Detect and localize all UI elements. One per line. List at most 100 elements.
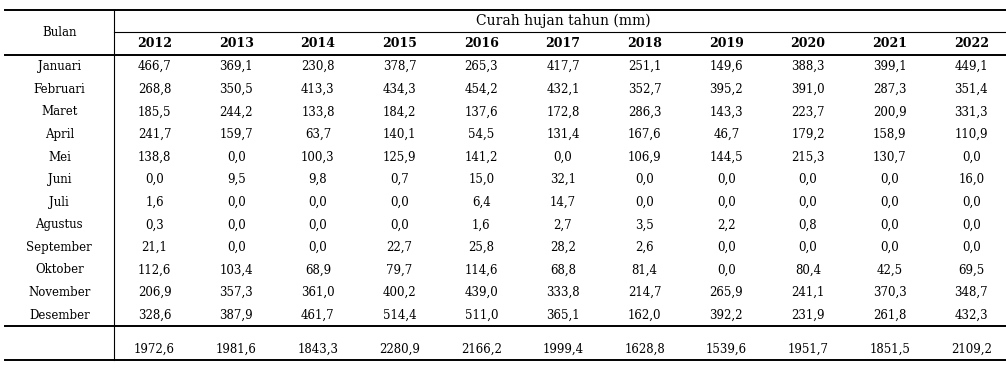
Text: 143,3: 143,3 [709, 105, 743, 118]
Text: 2015: 2015 [382, 37, 417, 50]
Text: 392,2: 392,2 [709, 309, 743, 322]
Text: 131,4: 131,4 [546, 128, 579, 141]
Text: Bulan: Bulan [42, 26, 76, 39]
Text: 1981,6: 1981,6 [215, 343, 257, 356]
Text: 9,8: 9,8 [309, 173, 327, 186]
Text: 1851,5: 1851,5 [869, 343, 910, 356]
Text: 149,6: 149,6 [709, 60, 743, 73]
Text: 454,2: 454,2 [465, 83, 498, 96]
Text: 0,0: 0,0 [309, 196, 327, 209]
Text: 206,9: 206,9 [138, 286, 171, 299]
Text: 348,7: 348,7 [955, 286, 988, 299]
Text: 15,0: 15,0 [468, 173, 494, 186]
Text: 434,3: 434,3 [382, 83, 416, 96]
Text: 25,8: 25,8 [468, 241, 494, 254]
Text: 2012: 2012 [137, 37, 172, 50]
Text: 2018: 2018 [627, 37, 662, 50]
Text: 215,3: 215,3 [792, 151, 825, 164]
Text: Mei: Mei [48, 151, 70, 164]
Text: 241,7: 241,7 [138, 128, 171, 141]
Text: 1972,6: 1972,6 [134, 343, 175, 356]
Text: 185,5: 185,5 [138, 105, 171, 118]
Text: 63,7: 63,7 [305, 128, 331, 141]
Text: 369,1: 369,1 [219, 60, 254, 73]
Text: 357,3: 357,3 [219, 286, 254, 299]
Text: 2,6: 2,6 [636, 241, 654, 254]
Text: 511,0: 511,0 [465, 309, 498, 322]
Text: 2016: 2016 [464, 37, 499, 50]
Text: September: September [26, 241, 93, 254]
Text: 0,0: 0,0 [717, 241, 735, 254]
Text: 16,0: 16,0 [959, 173, 985, 186]
Text: 0,0: 0,0 [145, 173, 164, 186]
Text: 286,3: 286,3 [628, 105, 661, 118]
Text: 0,7: 0,7 [390, 173, 409, 186]
Text: 268,8: 268,8 [138, 83, 171, 96]
Text: 133,8: 133,8 [301, 105, 335, 118]
Text: 0,0: 0,0 [799, 173, 818, 186]
Text: 361,0: 361,0 [301, 286, 335, 299]
Text: 14,7: 14,7 [550, 196, 576, 209]
Text: 2109,2: 2109,2 [951, 343, 992, 356]
Text: 370,3: 370,3 [873, 286, 906, 299]
Text: 230,8: 230,8 [301, 60, 335, 73]
Text: 388,3: 388,3 [792, 60, 825, 73]
Text: 417,7: 417,7 [546, 60, 579, 73]
Text: April: April [44, 128, 74, 141]
Text: 54,5: 54,5 [468, 128, 494, 141]
Text: 231,9: 231,9 [792, 309, 825, 322]
Text: 2166,2: 2166,2 [461, 343, 502, 356]
Text: 0,0: 0,0 [309, 241, 327, 254]
Text: 241,1: 241,1 [792, 286, 825, 299]
Text: 3,5: 3,5 [635, 218, 654, 231]
Text: Curah hujan tahun (mm): Curah hujan tahun (mm) [476, 14, 650, 28]
Text: 179,2: 179,2 [792, 128, 825, 141]
Text: 141,2: 141,2 [465, 151, 498, 164]
Text: 514,4: 514,4 [382, 309, 416, 322]
Text: 395,2: 395,2 [709, 83, 743, 96]
Text: 0,3: 0,3 [145, 218, 164, 231]
Text: 79,7: 79,7 [386, 263, 412, 276]
Text: 158,9: 158,9 [873, 128, 906, 141]
Text: 106,9: 106,9 [628, 151, 662, 164]
Text: 0,0: 0,0 [717, 196, 735, 209]
Text: November: November [28, 286, 91, 299]
Text: 0,0: 0,0 [226, 241, 245, 254]
Text: 261,8: 261,8 [873, 309, 906, 322]
Text: Februari: Februari [33, 83, 86, 96]
Text: 68,9: 68,9 [305, 263, 331, 276]
Text: 0,0: 0,0 [880, 173, 899, 186]
Text: 162,0: 162,0 [628, 309, 661, 322]
Text: 223,7: 223,7 [792, 105, 825, 118]
Text: 265,9: 265,9 [709, 286, 743, 299]
Text: 0,0: 0,0 [553, 151, 572, 164]
Text: 2280,9: 2280,9 [379, 343, 421, 356]
Text: 0,0: 0,0 [635, 196, 654, 209]
Text: 0,0: 0,0 [880, 241, 899, 254]
Text: 0,0: 0,0 [880, 196, 899, 209]
Text: 32,1: 32,1 [550, 173, 576, 186]
Text: 110,9: 110,9 [955, 128, 988, 141]
Text: 137,6: 137,6 [465, 105, 498, 118]
Text: 1628,8: 1628,8 [625, 343, 665, 356]
Text: 214,7: 214,7 [628, 286, 661, 299]
Text: 125,9: 125,9 [383, 151, 416, 164]
Text: 0,0: 0,0 [717, 263, 735, 276]
Text: 449,1: 449,1 [955, 60, 988, 73]
Text: 391,0: 391,0 [791, 83, 825, 96]
Text: 144,5: 144,5 [709, 151, 743, 164]
Text: 81,4: 81,4 [632, 263, 658, 276]
Text: 0,0: 0,0 [962, 218, 981, 231]
Text: 1951,7: 1951,7 [788, 343, 829, 356]
Text: 387,9: 387,9 [219, 309, 254, 322]
Text: 0,0: 0,0 [962, 151, 981, 164]
Text: 351,4: 351,4 [955, 83, 988, 96]
Text: 0,0: 0,0 [226, 151, 245, 164]
Text: Maret: Maret [41, 105, 77, 118]
Text: 184,2: 184,2 [383, 105, 416, 118]
Text: 466,7: 466,7 [138, 60, 171, 73]
Text: 6,4: 6,4 [472, 196, 491, 209]
Text: 130,7: 130,7 [873, 151, 906, 164]
Text: 22,7: 22,7 [386, 241, 412, 254]
Text: 350,5: 350,5 [219, 83, 254, 96]
